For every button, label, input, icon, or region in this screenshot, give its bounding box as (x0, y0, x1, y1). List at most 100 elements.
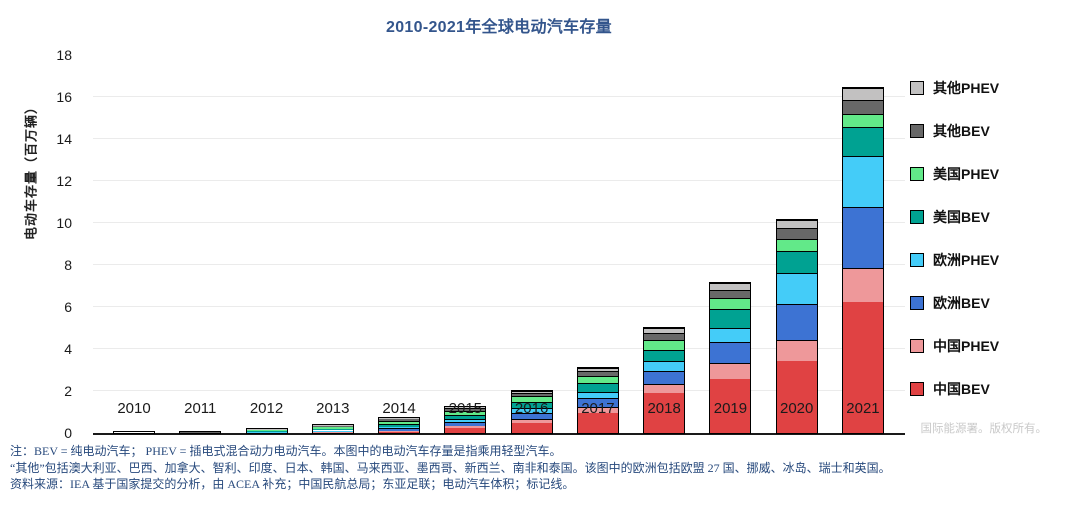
segment-欧洲BEV-2015 (445, 422, 486, 427)
legend-label: 美国PHEV (933, 165, 1000, 182)
bar-2019 (709, 282, 752, 434)
segment-其他BEV-2017 (577, 370, 618, 376)
segment-美国BEV-2019 (710, 309, 751, 328)
legend-swatch-icon (910, 166, 924, 181)
segment-欧洲PHEV-2019 (710, 327, 751, 343)
segment-其他BEV-2018 (644, 333, 685, 340)
segment-中国PHEV-2019 (710, 362, 751, 379)
bar-2020 (775, 219, 818, 434)
segment-美国PHEV-2020 (776, 238, 817, 251)
y-tick-label: 8 (64, 257, 72, 273)
segment-美国PHEV-2012 (246, 430, 287, 432)
segment-其他BEV-2012 (246, 429, 287, 431)
legend-label: 其他PHEV (933, 79, 1000, 96)
y-axis: 0 2 4 6 8 10 12 14 16 18 (46, 47, 84, 441)
legend-swatch-icon (910, 295, 924, 310)
x-category-label-2014: 2014 (382, 400, 416, 417)
segment-欧洲BEV-2012 (246, 431, 287, 433)
legend-swatch-icon (910, 123, 924, 138)
segment-其他PHEV-2014 (379, 418, 420, 419)
gridline (93, 222, 905, 223)
segment-美国BEV-2013 (312, 429, 353, 431)
x-category-label-2021: 2021 (846, 400, 880, 417)
segment-其他BEV-2014 (379, 418, 420, 421)
segment-美国BEV-2020 (776, 250, 817, 273)
legend-label: 中国PHEV (933, 337, 1000, 354)
legend-label: 欧洲BEV (933, 294, 990, 311)
segment-其他PHEV-2015 (445, 406, 486, 409)
y-tick-label: 4 (64, 341, 72, 357)
legend-swatch-icon (910, 80, 924, 95)
segment-中国PHEV-2014 (379, 430, 420, 432)
footnote-line-2: “其他”包括澳大利亚、巴西、加拿大、智利、印度、日本、韩国、马来西亚、墨西哥、新… (10, 460, 891, 475)
y-tick-label: 10 (56, 215, 72, 231)
segment-其他PHEV-2017 (577, 367, 618, 371)
gridline (93, 306, 905, 307)
plot-area: 2010 2011 2012 2013 2014 2015 2016 2017 2018 2019… (93, 55, 905, 435)
segment-欧洲PHEV-2020 (776, 272, 817, 304)
segment-中国BEV-2013 (312, 432, 353, 433)
gridline (93, 348, 905, 349)
gridline (93, 138, 905, 139)
segment-其他PHEV-2021 (842, 87, 883, 101)
x-category-label-2018: 2018 (647, 400, 681, 417)
footnotes: 注：BEV = 纯电动汽车； PHEV = 插电式混合动力电动汽车。本图中的电动… (10, 443, 1076, 493)
segment-其他BEV-2021 (842, 100, 883, 114)
x-category-label-2015: 2015 (448, 400, 483, 417)
segment-中国BEV-2014 (379, 431, 420, 433)
segment-中国BEV-2018 (644, 393, 685, 433)
x-category-label-2019: 2019 (713, 400, 748, 417)
x-category-label-2016: 2016 (514, 400, 549, 417)
segment-欧洲BEV-2018 (644, 371, 685, 385)
segment-美国BEV-2016 (511, 401, 552, 409)
segment-美国PHEV-2013 (312, 427, 353, 430)
segment-中国BEV-2017 (577, 413, 618, 433)
segment-美国PHEV-2014 (379, 420, 420, 424)
segment-美国BEV-2014 (379, 423, 420, 427)
legend-item-欧洲BEV: 欧洲BEV (910, 294, 999, 311)
segment-欧洲BEV-2014 (379, 428, 420, 431)
bar-2017 (576, 366, 619, 434)
segment-中国PHEV-2016 (511, 419, 552, 423)
gridline (93, 390, 905, 391)
segment-欧洲BEV-2016 (511, 413, 552, 420)
segment-欧洲BEV-2013 (312, 430, 353, 433)
legend-item-中国PHEV: 中国PHEV (910, 337, 1000, 354)
y-tick-label: 18 (56, 47, 72, 63)
y-tick-label: 14 (56, 131, 72, 147)
segment-其他BEV-2020 (776, 227, 817, 239)
segment-美国PHEV-2019 (710, 297, 751, 310)
segment-中国PHEV-2017 (577, 407, 618, 414)
segment-美国BEV-2018 (644, 349, 685, 362)
segment-欧洲PHEV-2014 (379, 426, 420, 429)
y-axis-title: 电动车存量（百万辆） (23, 99, 39, 241)
segment-中国BEV-2015 (445, 428, 486, 433)
legend-swatch-icon (910, 338, 924, 353)
legend-label: 欧洲PHEV (933, 251, 1000, 268)
legend-item-其他PHEV: 其他PHEV (910, 79, 1000, 96)
gridline (93, 264, 905, 265)
segment-欧洲BEV-2019 (710, 342, 751, 363)
segment-美国PHEV-2017 (577, 375, 618, 384)
legend-label: 美国BEV (933, 208, 990, 225)
segment-其他BEV-2015 (445, 408, 486, 411)
x-category-label-2013: 2013 (316, 400, 350, 417)
x-category-label-2017: 2017 (581, 400, 615, 417)
segment-美国BEV-2017 (577, 383, 618, 392)
segment-欧洲BEV-2020 (776, 303, 817, 340)
legend-swatch-icon (910, 252, 924, 267)
segment-美国BEV-2015 (445, 414, 486, 420)
legend-item-中国BEV: 中国BEV (910, 381, 999, 397)
legend-item-欧洲PHEV: 欧洲PHEV (910, 251, 1000, 268)
segment-美国BEV-2021 (842, 127, 883, 156)
legend-swatch-icon (910, 381, 924, 396)
gridline (93, 180, 905, 181)
segment-中国BEV-2019 (710, 378, 751, 433)
legend: 其他PHEV 其他BEV 美国PHEV 美国BEV 欧洲PHEV 欧洲BEV 中国PHEV 中… (910, 79, 1000, 397)
y-tick-label: 6 (64, 299, 72, 315)
segment-其他PHEV-2019 (710, 283, 751, 290)
segment-美国PHEV-2021 (842, 113, 883, 128)
gridline (93, 96, 905, 97)
segment-美国PHEV-2015 (445, 410, 486, 415)
legend-label: 其他BEV (933, 122, 990, 139)
